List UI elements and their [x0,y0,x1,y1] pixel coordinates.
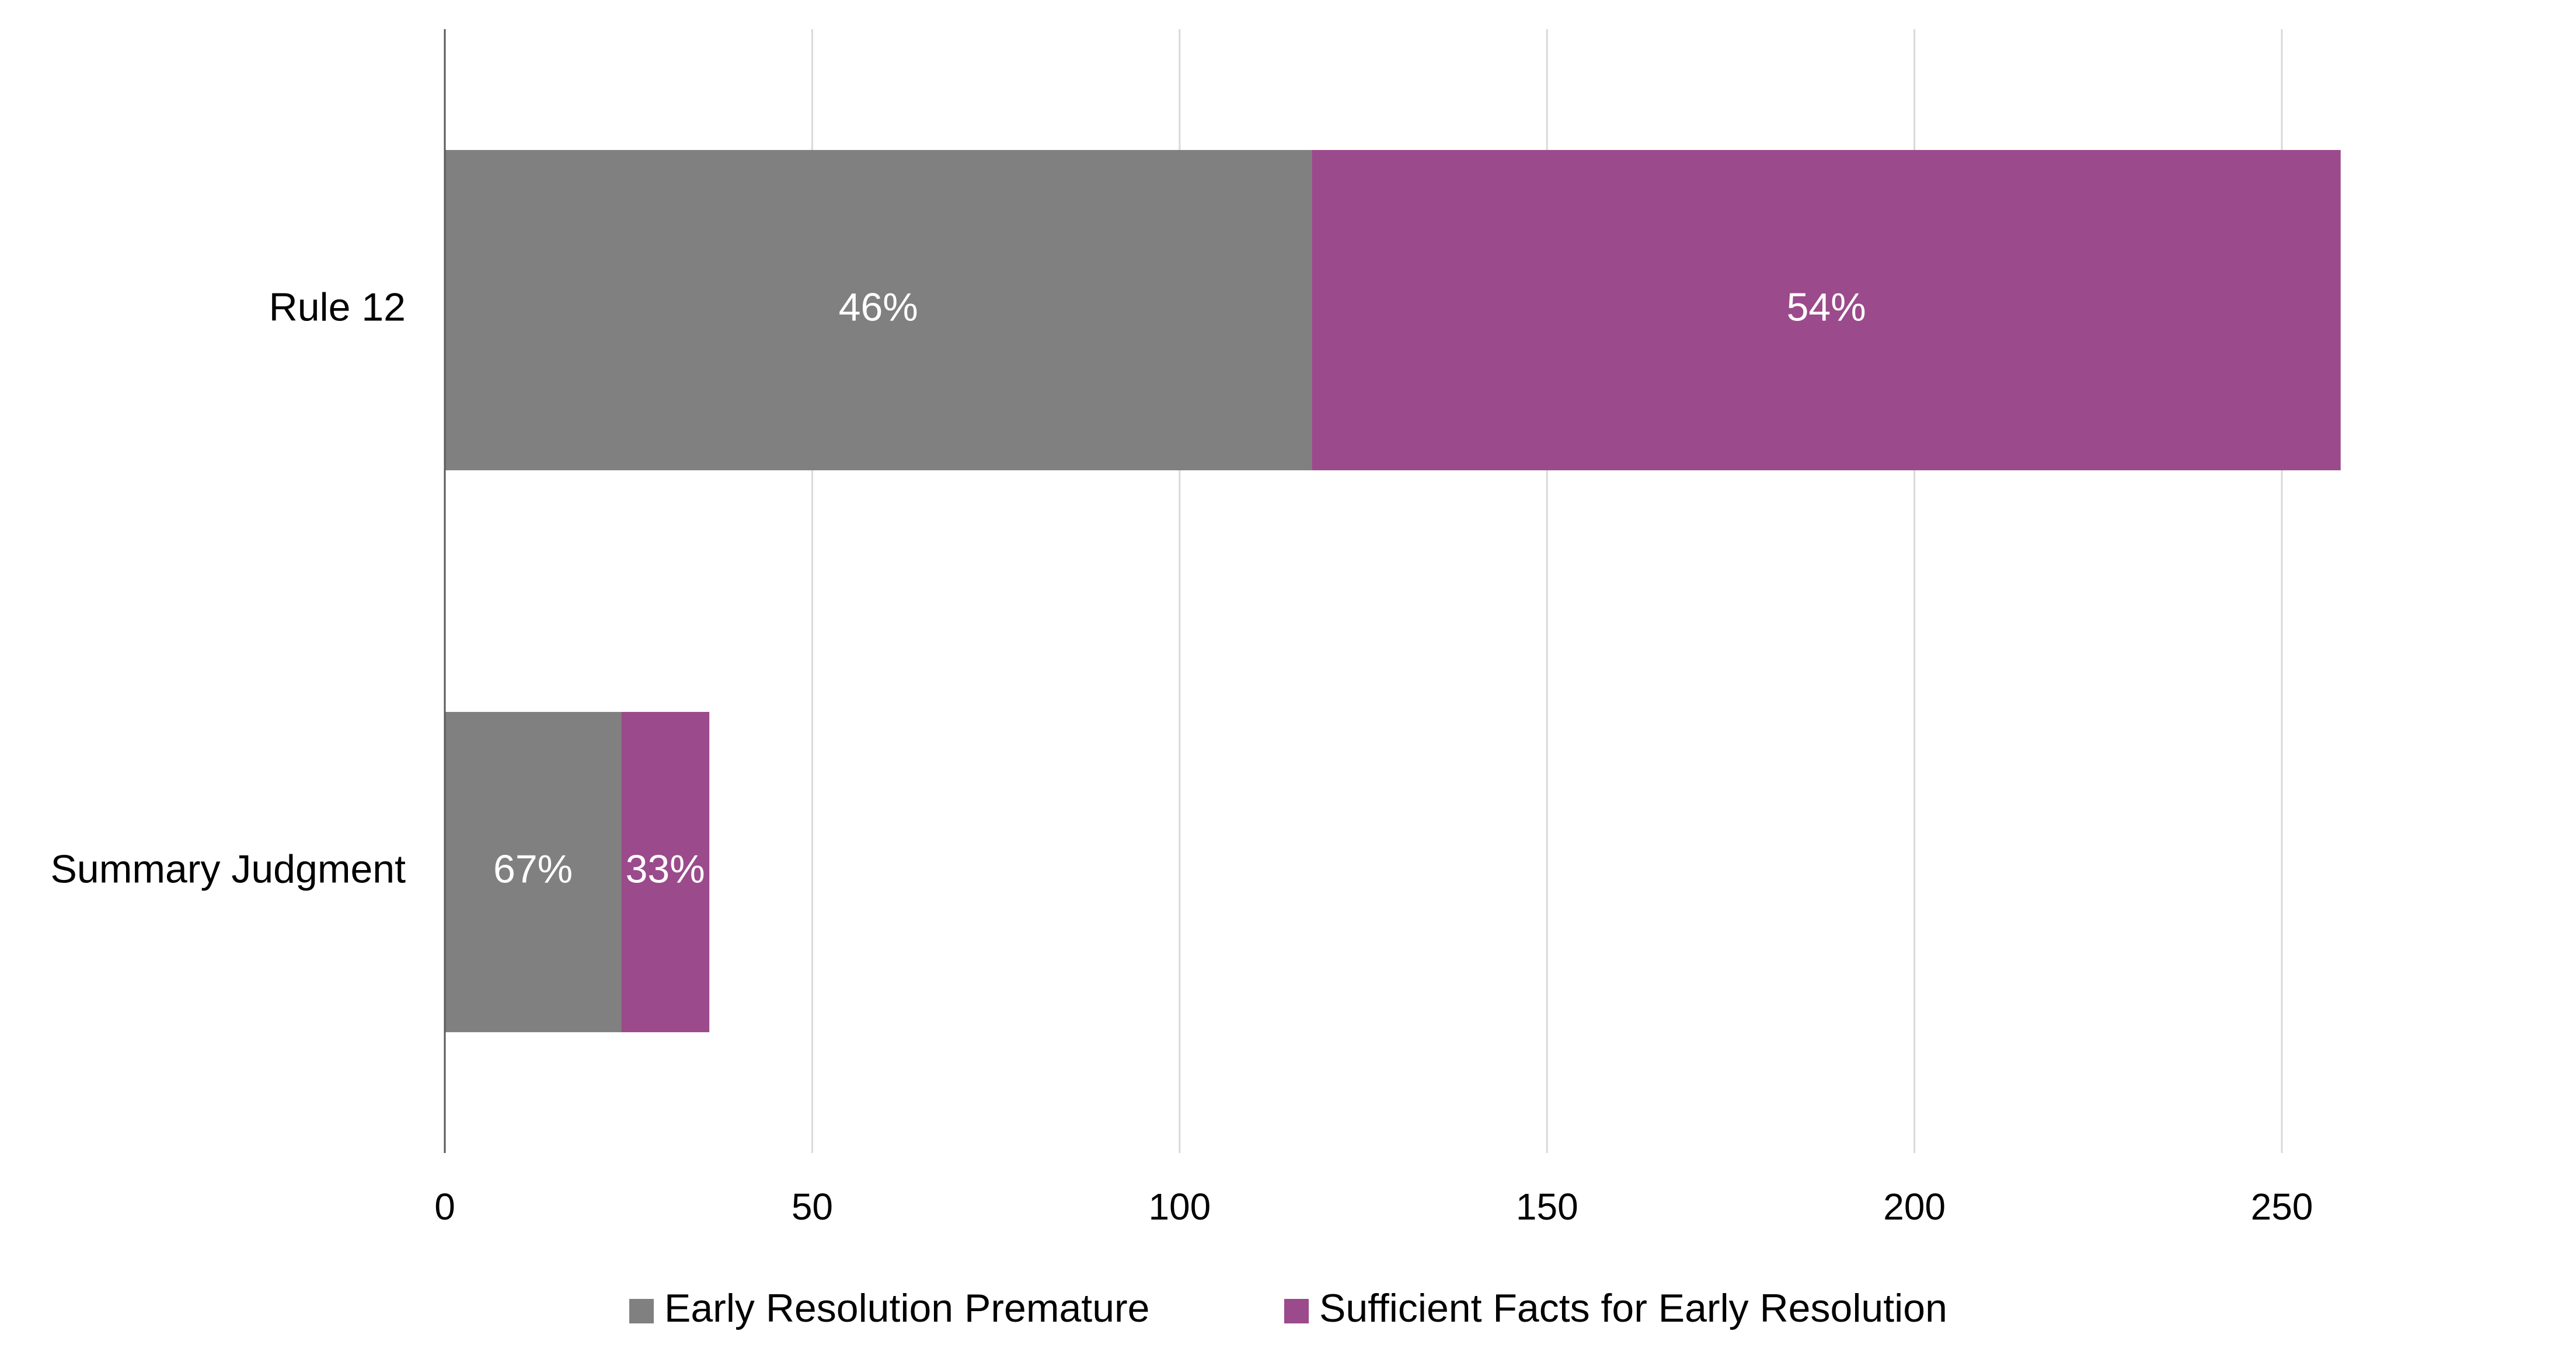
category-label-1: Summary Judgment [51,847,406,891]
x-tick-labels: 0 50 100 150 200 250 [434,1186,2313,1228]
x-tick-label-4: 200 [1883,1186,1946,1228]
x-tick-label-3: 150 [1516,1186,1578,1228]
legend-swatch-1 [1284,1299,1309,1323]
x-tick-label-5: 250 [2251,1186,2313,1228]
x-tick-label-1: 50 [792,1186,833,1228]
x-tick-label-2: 100 [1148,1186,1211,1228]
legend-label-1: Sufficient Facts for Early Resolution [1319,1286,1947,1330]
legend-swatch-0 [629,1299,654,1323]
category-labels: Rule 12 Summary Judgment [51,285,406,891]
data-label-0-1: 54% [1787,285,1866,329]
legend-label-0: Early Resolution Premature [664,1286,1149,1330]
data-label-1-0: 67% [493,847,573,891]
category-label-0: Rule 12 [269,285,406,329]
legend: Early Resolution Premature Sufficient Fac… [629,1286,1947,1330]
x-tick-label-0: 0 [434,1186,455,1228]
bars [445,150,2341,1032]
data-label-0-0: 46% [839,285,918,329]
data-label-1-1: 33% [626,847,705,891]
